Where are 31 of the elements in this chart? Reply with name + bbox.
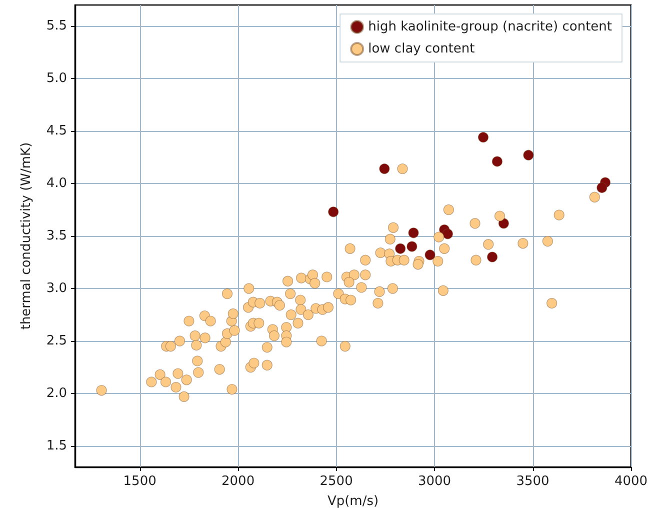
- point: [328, 206, 339, 218]
- point: [492, 156, 503, 167]
- point: [395, 243, 406, 254]
- x-tick-label: 3000: [418, 474, 452, 489]
- point: [442, 228, 453, 240]
- point: [478, 132, 489, 143]
- x-tick-label: 2000: [222, 474, 255, 489]
- point: [596, 182, 608, 193]
- x-tick-label: 4000: [614, 474, 648, 489]
- x-axis-title: Vp(m/s): [327, 494, 379, 509]
- y-tick-label: 2.0: [46, 386, 67, 401]
- y-tick-label: 5.5: [46, 18, 67, 34]
- y-tick-label: 3.0: [46, 281, 67, 296]
- x-tick-label: 2500: [320, 474, 353, 489]
- legend-label: high kaolinite-group (nacrite) content: [368, 20, 612, 34]
- y-tick-label: 1.5: [46, 438, 67, 454]
- point: [424, 250, 436, 260]
- x-tick-label: 3500: [516, 474, 550, 489]
- y-tick-label: 2.5: [46, 334, 67, 348]
- legend-label: low clay content: [368, 42, 475, 56]
- point: [406, 241, 418, 252]
- y-axis-title: thermal conductivity (W/mK): [19, 142, 34, 330]
- point: [408, 228, 419, 238]
- y-tick-label: 3.5: [46, 228, 67, 244]
- point: [487, 252, 498, 262]
- point: [523, 150, 534, 160]
- point: [379, 164, 390, 174]
- x-tick-label: 1500: [123, 474, 156, 489]
- y-tick-label: 4.5: [46, 124, 67, 138]
- y-tick-label: 5.0: [46, 71, 67, 86]
- y-tick-label: 4.0: [46, 176, 67, 191]
